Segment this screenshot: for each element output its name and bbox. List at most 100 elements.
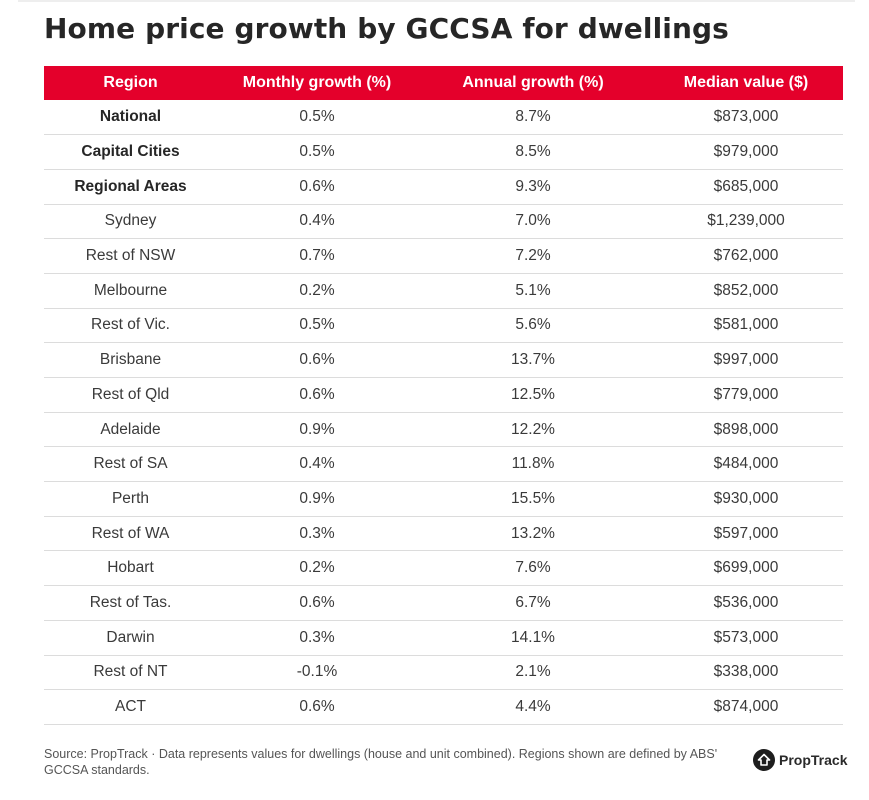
table-row: Sydney 0.4% 7.0% $1,239,000 xyxy=(44,204,843,239)
annual-growth-cell: 7.2% xyxy=(515,247,551,265)
table-row: Rest of SA 0.4% 11.8% $484,000 xyxy=(44,447,843,482)
region-cell: Darwin xyxy=(106,628,155,646)
table-row: Perth 0.9% 15.5% $930,000 xyxy=(44,482,843,517)
annual-growth-cell: 11.8% xyxy=(511,455,555,473)
monthly-growth-cell: 0.4% xyxy=(299,212,335,230)
table-row: Rest of Vic. 0.5% 5.6% $581,000 xyxy=(44,308,843,343)
annual-growth-cell: 12.5% xyxy=(511,385,555,403)
region-cell: ACT xyxy=(115,698,146,716)
median-value-cell: $699,000 xyxy=(713,559,779,577)
median-value-cell: $930,000 xyxy=(713,489,779,507)
proptrack-logo: PropTrack xyxy=(753,749,847,771)
median-value-cell: $852,000 xyxy=(713,281,779,299)
annual-growth-cell: 9.3% xyxy=(515,177,551,195)
monthly-growth-cell: -0.1% xyxy=(296,663,338,681)
annual-growth-cell: 5.6% xyxy=(515,316,551,334)
table-row: Capital Cities 0.5% 8.5% $979,000 xyxy=(44,135,843,170)
region-cell: Rest of WA xyxy=(91,524,170,542)
median-value-cell: $573,000 xyxy=(713,628,779,646)
region-cell: Brisbane xyxy=(99,351,162,369)
table-row: Darwin 0.3% 14.1% $573,000 xyxy=(44,620,843,655)
region-cell: Hobart xyxy=(107,559,154,577)
column-header-monthly-growth: Monthly growth (%) xyxy=(242,74,392,91)
median-value-cell: $581,000 xyxy=(713,316,779,334)
annual-growth-cell: 7.6% xyxy=(515,559,551,577)
region-cell: Rest of SA xyxy=(93,455,168,473)
column-header-region: Region xyxy=(103,74,158,91)
source-note: Source: PropTrack · Data represents valu… xyxy=(44,747,718,777)
monthly-growth-cell: 0.9% xyxy=(299,420,335,438)
monthly-growth-cell: 0.5% xyxy=(299,108,335,126)
monthly-growth-cell: 0.6% xyxy=(299,698,335,716)
monthly-growth-cell: 0.3% xyxy=(299,524,335,542)
monthly-growth-cell: 0.5% xyxy=(299,143,335,161)
table-row: Rest of WA 0.3% 13.2% $597,000 xyxy=(44,516,843,551)
table-row: National 0.5% 8.7% $873,000 xyxy=(44,100,843,135)
price-growth-table: Region Monthly growth (%) Annual growth … xyxy=(44,66,843,725)
region-cell: Rest of Qld xyxy=(91,385,170,403)
annual-growth-cell: 12.2% xyxy=(511,420,555,438)
annual-growth-cell: 13.2% xyxy=(511,524,555,542)
table-row: Rest of NSW 0.7% 7.2% $762,000 xyxy=(44,239,843,274)
table-row: Brisbane 0.6% 13.7% $997,000 xyxy=(44,343,843,378)
median-value-cell: $1,239,000 xyxy=(707,212,785,230)
region-cell: Sydney xyxy=(104,212,157,230)
monthly-growth-cell: 0.3% xyxy=(299,628,335,646)
annual-growth-cell: 5.1% xyxy=(515,281,551,299)
page-title: Home price growth by GCCSA for dwellings xyxy=(44,12,729,45)
region-cell: Rest of Vic. xyxy=(91,316,170,334)
table-row: ACT 0.6% 4.4% $874,000 xyxy=(44,690,843,725)
region-cell: National xyxy=(99,108,162,126)
region-cell: Rest of Tas. xyxy=(89,593,172,611)
monthly-growth-cell: 0.5% xyxy=(299,316,335,334)
median-value-cell: $484,000 xyxy=(713,455,779,473)
column-header-annual-growth: Annual growth (%) xyxy=(462,74,604,91)
median-value-cell: $597,000 xyxy=(713,524,779,542)
annual-growth-cell: 2.1% xyxy=(515,663,551,681)
median-value-cell: $874,000 xyxy=(713,698,779,716)
column-header-median-value: Median value ($) xyxy=(683,74,809,91)
monthly-growth-cell: 0.7% xyxy=(299,247,335,265)
monthly-growth-cell: 0.6% xyxy=(299,385,335,403)
monthly-growth-cell: 0.6% xyxy=(299,351,335,369)
region-cell: Rest of NT xyxy=(93,663,168,681)
median-value-cell: $979,000 xyxy=(713,143,779,161)
table-row: Rest of Tas. 0.6% 6.7% $536,000 xyxy=(44,586,843,621)
table-row: Regional Areas 0.6% 9.3% $685,000 xyxy=(44,169,843,205)
monthly-growth-cell: 0.2% xyxy=(299,559,335,577)
region-cell: Capital Cities xyxy=(81,143,180,161)
table-body: National 0.5% 8.7% $873,000 Capital Cities 0.… xyxy=(44,100,843,725)
table-row: Adelaide 0.9% 12.2% $898,000 xyxy=(44,412,843,447)
annual-growth-cell: 13.7% xyxy=(511,351,555,369)
median-value-cell: $997,000 xyxy=(713,351,779,369)
region-cell: Perth xyxy=(111,489,150,507)
table-header-row: Region Monthly growth (%) Annual growth … xyxy=(44,66,843,100)
annual-growth-cell: 6.7% xyxy=(515,593,551,611)
house-icon xyxy=(753,749,775,771)
table-row: Hobart 0.2% 7.6% $699,000 xyxy=(44,551,843,586)
region-cell: Melbourne xyxy=(93,281,168,299)
median-value-cell: $536,000 xyxy=(713,593,779,611)
monthly-growth-cell: 0.4% xyxy=(299,455,335,473)
top-divider xyxy=(18,0,855,2)
annual-growth-cell: 14.1% xyxy=(511,628,555,646)
monthly-growth-cell: 0.9% xyxy=(299,489,335,507)
median-value-cell: $873,000 xyxy=(713,108,779,126)
region-cell: Rest of NSW xyxy=(85,247,176,265)
median-value-cell: $338,000 xyxy=(713,663,779,681)
table-row: Rest of Qld 0.6% 12.5% $779,000 xyxy=(44,378,843,413)
logo-text: PropTrack xyxy=(779,752,848,768)
median-value-cell: $898,000 xyxy=(713,420,779,438)
median-value-cell: $779,000 xyxy=(713,385,779,403)
monthly-growth-cell: 0.2% xyxy=(299,281,335,299)
region-cell: Regional Areas xyxy=(74,177,187,195)
annual-growth-cell: 15.5% xyxy=(511,489,555,507)
table-row: Melbourne 0.2% 5.1% $852,000 xyxy=(44,273,843,309)
median-value-cell: $762,000 xyxy=(713,247,779,265)
annual-growth-cell: 7.0% xyxy=(515,212,551,230)
table-row: Rest of NT -0.1% 2.1% $338,000 xyxy=(44,655,843,690)
median-value-cell: $685,000 xyxy=(713,177,779,195)
monthly-growth-cell: 0.6% xyxy=(299,177,335,195)
annual-growth-cell: 4.4% xyxy=(515,698,551,716)
monthly-growth-cell: 0.6% xyxy=(299,593,335,611)
